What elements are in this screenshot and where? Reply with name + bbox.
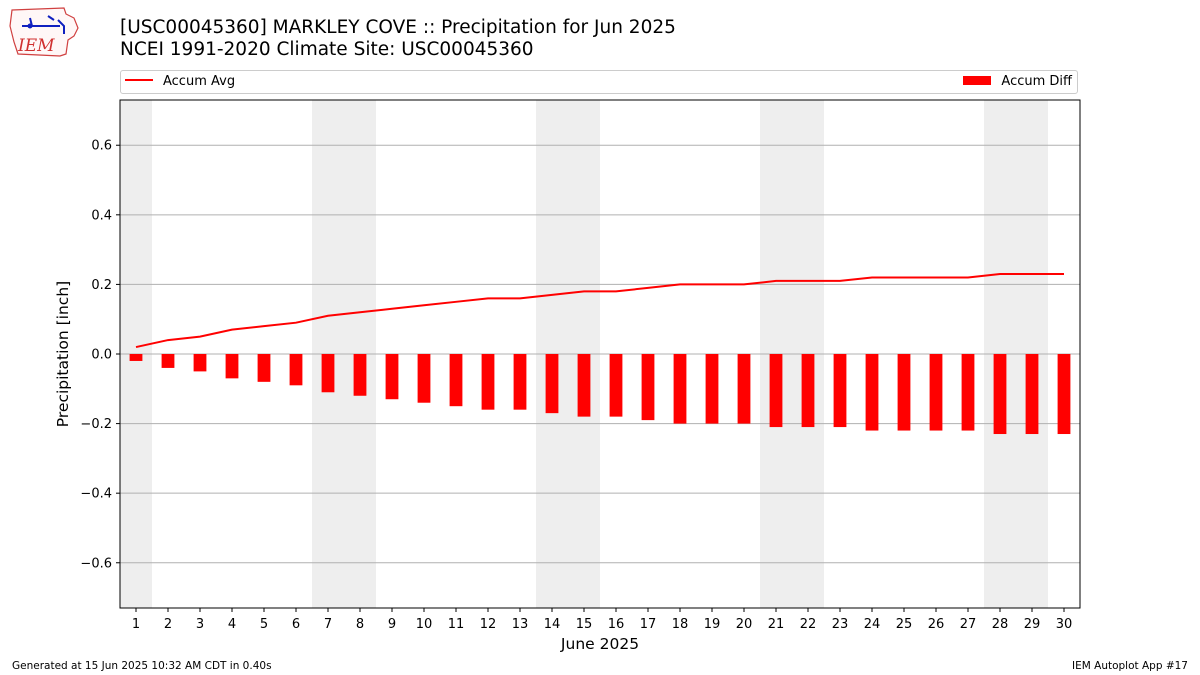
accum-diff-bar [257,354,271,382]
accum-diff-bar [961,354,975,431]
accum-diff-bar [449,354,463,407]
x-tick-label: 23 [832,617,849,632]
x-tick-label: 30 [1056,617,1073,632]
x-tick-label: 12 [480,617,497,632]
y-tick-label: 0.4 [91,208,112,223]
accum-avg-line [135,272,1064,349]
plot-frame [119,99,1081,609]
accum-diff-bar [513,354,527,410]
x-tick-label: 17 [640,617,657,632]
x-tick-label: 21 [768,617,785,632]
legend-item-accum-diff: Accum Diff [963,74,1072,89]
x-tick-label: 6 [292,617,300,632]
y-tick-label: 0.2 [91,278,112,293]
accum-diff-bar [1057,354,1071,435]
accum-diff-bar [1025,354,1039,435]
x-tick-label: 29 [1024,617,1041,632]
accum-diff-bar [289,354,303,386]
accum-diff-bar [577,354,591,417]
x-tick-label: 11 [448,617,465,632]
x-tick-label: 22 [800,617,817,632]
accum-diff-bar [225,354,239,379]
accum-diff-bar [385,354,399,400]
x-tick-label: 8 [356,617,364,632]
accum-diff-bar [321,354,335,393]
x-tick-label: 14 [544,617,561,632]
x-tick-label: 3 [196,617,204,632]
footer-app-id: IEM Autoplot App #17 [1072,660,1188,672]
weather-station-icon [22,15,65,34]
accum-diff-bar [801,354,815,428]
y-tick-label: −0.4 [80,487,112,502]
iowa-outline-icon [9,7,79,57]
legend-item-accum-avg: Accum Avg [125,74,235,89]
footer-generated: Generated at 15 Jun 2025 10:32 AM CDT in… [12,660,272,672]
accum-diff-bar [865,354,879,431]
x-tick-label: 28 [992,617,1009,632]
x-tick-label: 4 [228,617,236,632]
y-tick-label: −0.6 [80,556,112,571]
accum-diff-bar [609,354,623,417]
accum-diff-bar [737,354,751,424]
x-tick-label: 20 [736,617,753,632]
chart-title: [USC00045360] MARKLEY COVE :: Precipitat… [120,17,676,38]
accum-diff-bar [129,354,143,361]
x-tick-label: 19 [704,617,721,632]
x-tick-label: 13 [512,617,529,632]
logo-text: IEM [17,36,55,56]
x-tick-label: 1 [132,617,140,632]
accum-diff-bar [641,354,655,421]
x-tick-label: 27 [960,617,977,632]
accum-diff-bar [993,354,1007,435]
x-tick-label: 5 [260,617,268,632]
chart-subtitle: NCEI 1991-2020 Climate Site: USC00045360 [120,39,534,60]
legend-label-accum-avg: Accum Avg [163,74,236,89]
accum-diff-bar [417,354,431,403]
accum-diff-bar [481,354,495,410]
x-tick-label: 18 [672,617,689,632]
accum-diff-bar [833,354,847,428]
x-tick-label: 26 [928,617,945,632]
legend-bar-swatch [963,75,992,85]
x-tick-label: 25 [896,617,913,632]
accum-diff-bar [673,354,687,424]
accum-diff-bar [353,354,367,396]
legend-label-accum-diff: Accum Diff [1001,74,1072,89]
y-axis-label: Precipitation [inch] [54,281,72,427]
iem-logo: IEM [9,7,79,57]
chart-legend: Accum Avg Accum Diff [120,70,1078,94]
x-tick-label: 16 [608,617,625,632]
x-axis-label: June 2025 [560,635,639,653]
legend-line-swatch [125,79,153,81]
x-tick-label: 7 [324,617,332,632]
x-tick-label: 2 [164,617,172,632]
accum-diff-bar [193,354,207,372]
y-tick-label: −0.2 [80,417,112,432]
accum-diff-bar [929,354,943,431]
accum-diff-bar [897,354,911,431]
accum-diff-bar [769,354,783,428]
x-tick-label: 15 [576,617,593,632]
x-tick-label: 24 [864,617,881,632]
x-tick-label: 9 [388,617,396,632]
accum-diff-bar [705,354,719,424]
y-tick-label: 0.6 [91,139,112,154]
accum-diff-bar [161,354,175,368]
y-tick-label: 0.0 [91,348,112,363]
x-tick-label: 10 [416,617,433,632]
accum-diff-bar [545,354,559,414]
